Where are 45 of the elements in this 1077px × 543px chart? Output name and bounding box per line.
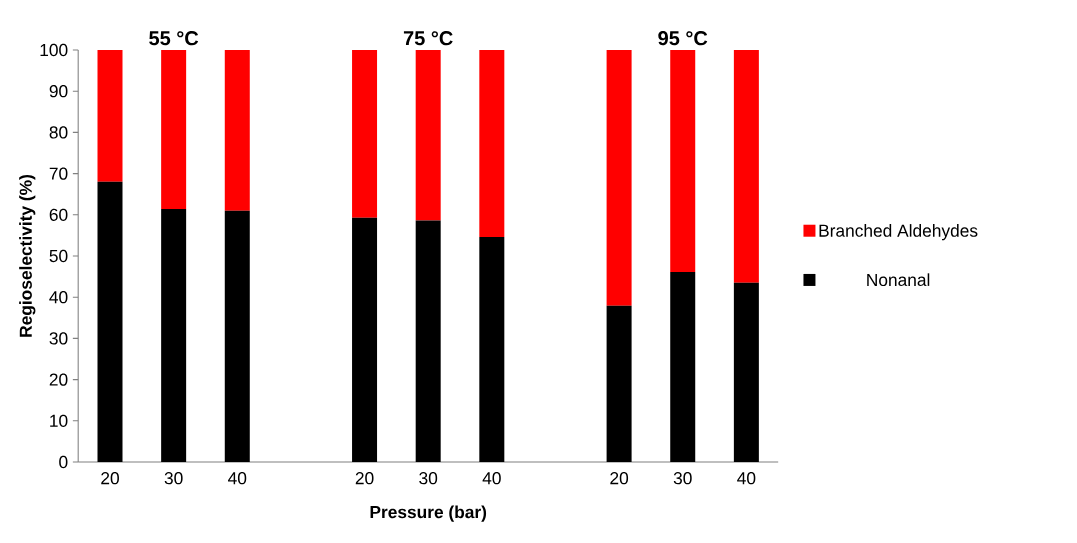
y-tick-label: 80 [49,126,68,139]
bar [670,272,696,462]
y-tick-label: 60 [49,208,68,221]
x-tick-label: 40 [482,472,501,485]
x-tick-label: 40 [228,472,247,485]
bar [733,49,759,283]
x-tick-label: 30 [673,472,692,485]
bar [97,181,123,462]
x-tick-label: 20 [355,472,374,485]
legend-label: Branched Aldehydes [819,224,978,241]
bar [606,305,632,462]
text: 55 °C [149,31,199,46]
y-tick-label: 0 [59,455,68,469]
y-tick-label: 10 [50,414,68,427]
bar [733,282,759,462]
bar [224,49,250,211]
bar [606,49,632,306]
bar [415,220,441,462]
bar [670,49,696,273]
bar [352,217,378,462]
x-tick-label: 20 [101,472,119,485]
y-tick-label: 20 [49,373,68,386]
bar [97,49,123,182]
x-tick-label: 20 [610,472,629,485]
bar [161,49,187,210]
y-axis-title: Regioselectivity (%) [19,175,36,337]
text: 95 °C [658,31,708,46]
bar [479,237,505,462]
x-axis-title: Pressure (bar) [370,505,487,522]
bar [415,49,441,221]
y-tick-label: 100 [40,43,68,57]
x-tick-label: 40 [737,472,756,485]
y-tick-label: 50 [49,249,68,263]
x-tick-label: 30 [164,472,183,485]
y-tick-label: 40 [49,291,68,304]
bar [161,209,187,462]
x-tick-label: 30 [419,472,438,485]
bar [224,210,250,462]
y-tick-label: 90 [49,85,68,98]
y-tick-label: 30 [49,332,68,345]
text: 75 °C [403,31,453,46]
bar [479,49,505,238]
bar [352,49,378,218]
text: Nonanal [867,273,930,287]
y-tick-label: 70 [49,167,68,180]
